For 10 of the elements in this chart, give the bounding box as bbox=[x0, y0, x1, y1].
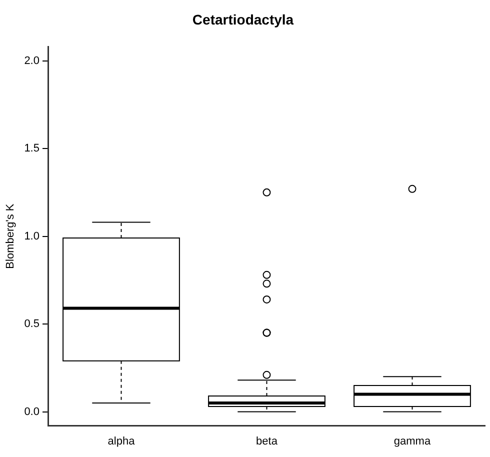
chart-title: Cetartiodactyla bbox=[192, 11, 294, 28]
x-tick-label: beta bbox=[256, 435, 278, 448]
y-tick-label: 0.0 bbox=[24, 406, 40, 418]
x-tick-label: gamma bbox=[394, 435, 432, 448]
y-tick-label: 1.0 bbox=[24, 230, 40, 242]
x-tick-label: alpha bbox=[108, 435, 136, 448]
y-axis-title: Blomberg's K bbox=[4, 203, 17, 269]
y-tick-label: 1.5 bbox=[24, 142, 40, 155]
y-tick-label: 2.0 bbox=[24, 54, 40, 67]
y-tick-label: 0.5 bbox=[24, 318, 40, 330]
